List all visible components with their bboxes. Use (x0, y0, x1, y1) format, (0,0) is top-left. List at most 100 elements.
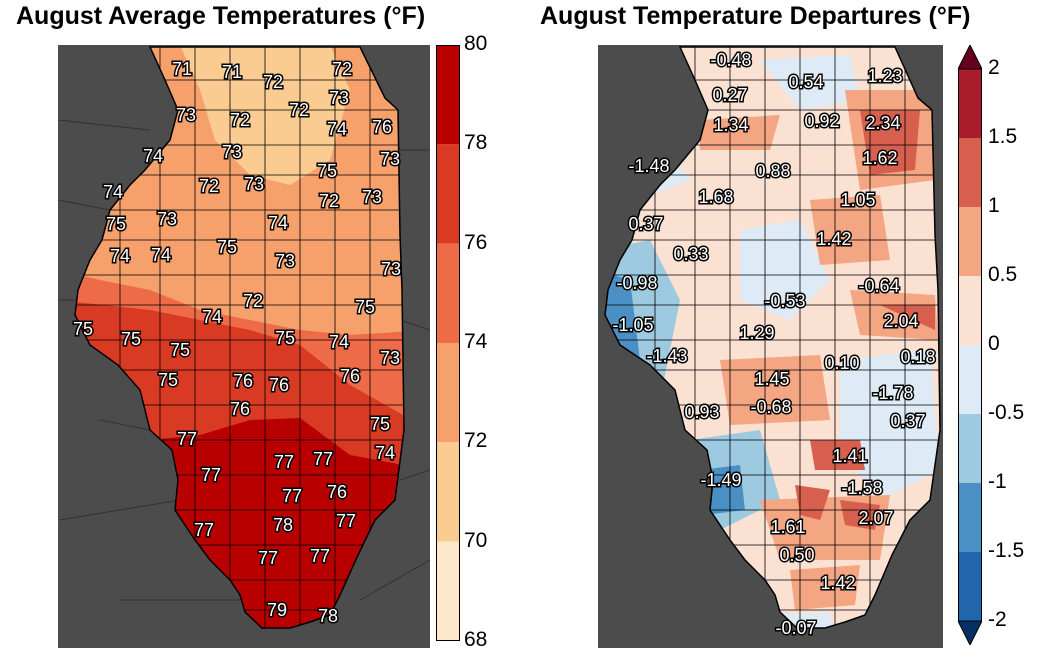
avg-temp-label: 77 (310, 546, 330, 566)
avg-temp-label: 76 (372, 117, 392, 137)
departure-label: -1.48 (628, 156, 669, 176)
departure-label: 2.04 (883, 311, 918, 331)
colorbar-block (958, 552, 982, 621)
colorbar-tick-label: 72 (464, 429, 488, 453)
avg-temp-label: 73 (380, 149, 400, 169)
avg-temp-label: 75 (121, 329, 141, 349)
avg-temp-label: 73 (176, 105, 196, 125)
avg-temp-label: 77 (194, 520, 214, 540)
colorbar-block (958, 345, 982, 414)
colorbar-tick-label: -0.5 (988, 401, 1025, 424)
avg-temp-label: 74 (329, 332, 349, 352)
colorbar-tick-label: 2 (988, 56, 1000, 79)
departure-label: 2.07 (858, 508, 893, 528)
avg-temp-label: 75 (275, 328, 295, 348)
right-map-title: August Temperature Departures (°F) (540, 2, 971, 30)
departure-label: 0.37 (890, 411, 925, 431)
avg-temp-label: 75 (370, 414, 390, 434)
left-map-title: August Average Temperatures (°F) (16, 2, 426, 30)
avg-temp-label: 74 (268, 213, 288, 233)
avg-temp-label: 73 (381, 259, 401, 279)
colorbar-tick-label: -2 (988, 608, 1007, 631)
avg-temp-label: 72 (319, 191, 339, 211)
departure-label: 1.34 (713, 115, 748, 135)
avg-temp-label: 76 (233, 371, 253, 391)
illinois-outline (74, 46, 405, 629)
colorbar-block (436, 45, 460, 145)
avg-temp-label: 74 (327, 119, 347, 139)
avg-temp-label: 75 (217, 237, 237, 257)
departure-label: 0.10 (824, 353, 859, 373)
colorbar-tick-label: 1 (988, 194, 1000, 217)
avg-temp-label: 74 (110, 246, 130, 266)
colorbar-block (436, 442, 460, 542)
avg-temp-label: 75 (355, 297, 375, 317)
avg-temp-label: 75 (158, 370, 178, 390)
avg-temp-label: 71 (172, 59, 192, 79)
colorbar-tick-label: 0 (988, 332, 1000, 355)
colorbar-tick-label: 78 (464, 131, 488, 155)
colorbar-block (958, 483, 982, 552)
departure-label: 1.29 (739, 323, 774, 343)
temperature-departure-map: -0.48 0.54 1.23 0.27 1.34 0.92 2.34 1.62 -1.48 0.… (598, 45, 943, 648)
departure-label: -1.05 (612, 315, 653, 335)
avg-temp-label: 72 (243, 291, 263, 311)
colorbar-tick-label: 76 (464, 230, 488, 254)
departure-label: 0.18 (900, 347, 935, 367)
temperature-departure-labels: -0.48 0.54 1.23 0.27 1.34 0.92 2.34 1.62 -1.48 0.… (611, 48, 937, 639)
avg-temp-label: 74 (143, 146, 163, 166)
county-grid (605, 47, 940, 628)
average-temperature-colorbar (436, 45, 460, 641)
departure-label: 1.45 (754, 369, 789, 389)
departure-label: 0.33 (673, 244, 708, 264)
departure-label: 0.93 (684, 402, 719, 422)
avg-temp-label: 77 (201, 465, 221, 485)
avg-temp-label: 75 (317, 161, 337, 181)
colorbar-block (436, 541, 460, 641)
departure-label: 1.42 (816, 229, 851, 249)
avg-temp-label: 77 (274, 452, 294, 472)
avg-temp-label: 77 (258, 548, 278, 568)
neighbor-county-lines (58, 119, 430, 601)
avg-temp-label: 73 (244, 174, 264, 194)
illinois-outline (604, 46, 941, 629)
temperature-departure-colorbar (958, 45, 982, 645)
avg-temp-label: 76 (269, 375, 289, 395)
departure-label: -0.53 (764, 291, 805, 311)
colorbar-block (958, 207, 982, 276)
colorbar-tick-label: 80 (464, 32, 488, 55)
departure-fill-layers (605, 47, 940, 628)
avg-temp-label: 71 (222, 62, 242, 82)
colorbar-block (436, 144, 460, 244)
departure-label: -0.98 (616, 273, 657, 293)
departure-label: -1.43 (646, 346, 687, 366)
departure-label: 0.54 (788, 72, 823, 92)
departure-label: 1.61 (770, 517, 805, 537)
departure-label: -1.78 (872, 383, 913, 403)
avg-temp-label: 79 (267, 600, 287, 620)
departure-label: -0.64 (858, 276, 899, 296)
colorbar-block (958, 138, 982, 207)
avg-temp-label: 76 (230, 399, 250, 419)
colorbar-block (958, 69, 982, 138)
departure-label: -1.58 (841, 478, 882, 498)
colorbar-tick-label: 1.5 (988, 125, 1018, 148)
avg-temp-label: 72 (332, 59, 352, 79)
avg-temp-label: 77 (336, 511, 356, 531)
colorbar-tick-label: 74 (464, 330, 488, 353)
avg-temp-label: 73 (329, 88, 349, 108)
departure-label: 1.42 (820, 573, 855, 593)
colorbar-tick-label: -1.5 (988, 539, 1025, 562)
departure-label: 1.23 (867, 66, 902, 86)
departure-label: 0.50 (779, 545, 814, 565)
colorbar-extend-top (958, 45, 982, 70)
colorbar-tick-label: -1 (988, 470, 1007, 493)
avg-temp-label: 74 (151, 245, 171, 265)
colorbar-block (958, 414, 982, 483)
colorbar-block (958, 276, 982, 345)
departure-label: -0.48 (710, 50, 751, 70)
county-grid (75, 47, 404, 628)
departure-label: 0.37 (628, 214, 663, 234)
